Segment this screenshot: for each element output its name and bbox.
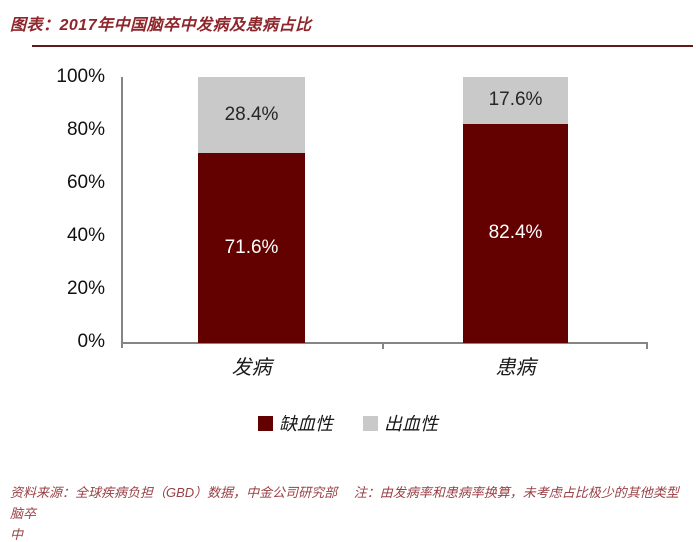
hemorrhagic-swatch-icon (363, 415, 378, 431)
title-underline (32, 45, 693, 47)
legend-item-ischemic: 缺血性 (258, 410, 333, 436)
bar-prevalence: 17.6% 82.4% (463, 77, 568, 343)
y-tick-60: 60% (66, 172, 105, 193)
source-note-line1: 资料来源：全球疾病负担（GBD）数据，中金公司研究部 注：由发病率和患病率换算，… (10, 485, 679, 521)
value-label: 28.4% (224, 103, 279, 125)
y-tick-0: 0% (77, 331, 105, 352)
y-tick-40: 40% (66, 225, 105, 246)
y-tick-80: 80% (66, 119, 105, 140)
legend-label: 出血性 (384, 414, 438, 434)
legend-item-hemorrhagic: 出血性 (363, 410, 438, 436)
legend: 缺血性 出血性 (0, 410, 696, 436)
source-note: 资料来源：全球疾病负担（GBD）数据，中金公司研究部 注：由发病率和患病率换算，… (10, 482, 690, 542)
chart-title: 图表：2017年中国脑卒中发病及患病占比 (10, 17, 312, 34)
source-note-line2: 中 (10, 527, 24, 542)
value-label: 17.6% (488, 89, 543, 111)
x-axis-mid-tick (382, 342, 384, 349)
bar-incidence: 28.4% 71.6% (198, 77, 305, 343)
value-label: 71.6% (224, 236, 279, 258)
y-tick-20: 20% (66, 278, 105, 299)
y-tick-100: 100% (56, 66, 105, 87)
x-category-incidence: 发病 (231, 357, 272, 379)
bar-prevalence-hemorrhagic-segment: 17.6% (463, 77, 568, 124)
x-axis-line (121, 342, 648, 344)
ischemic-swatch-icon (258, 415, 273, 431)
x-category-prevalence: 患病 (495, 357, 536, 379)
value-label: 82.4% (488, 222, 543, 244)
x-axis-right-tick (646, 342, 648, 349)
bar-incidence-ischemic-segment: 71.6% (198, 152, 305, 343)
legend-label: 缺血性 (279, 414, 333, 434)
bar-incidence-hemorrhagic-segment: 28.4% (198, 77, 305, 153)
y-axis-line (121, 77, 123, 348)
bar-prevalence-ischemic-segment: 82.4% (463, 123, 568, 343)
